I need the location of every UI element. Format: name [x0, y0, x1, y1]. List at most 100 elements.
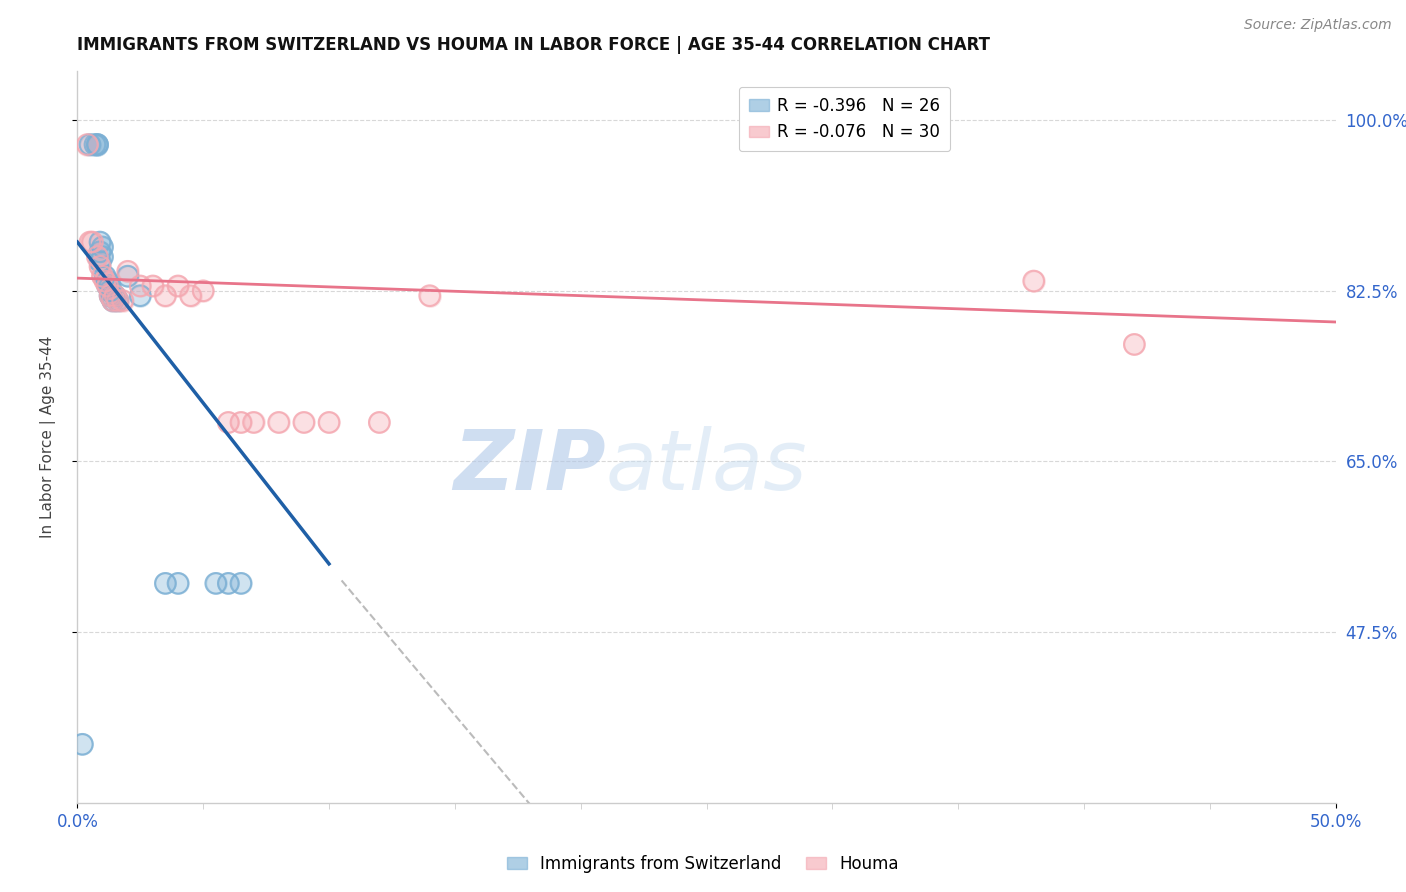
- Point: [155, 576, 177, 591]
- Point: [89, 244, 111, 259]
- Point: [98, 288, 121, 302]
- Point: [267, 416, 290, 430]
- Point: [79, 235, 101, 249]
- Point: [368, 416, 391, 430]
- Point: [84, 137, 107, 152]
- Point: [91, 269, 114, 284]
- Point: [91, 240, 114, 254]
- Point: [98, 288, 121, 302]
- Legend: Immigrants from Switzerland, Houma: Immigrants from Switzerland, Houma: [501, 848, 905, 880]
- Point: [129, 288, 152, 302]
- Point: [107, 293, 129, 308]
- Point: [86, 137, 108, 152]
- Point: [167, 279, 190, 293]
- Point: [76, 137, 98, 152]
- Point: [117, 264, 139, 278]
- Point: [82, 235, 104, 249]
- Point: [79, 235, 101, 249]
- Point: [96, 279, 118, 293]
- Point: [104, 288, 127, 302]
- Point: [104, 288, 127, 302]
- Point: [98, 279, 121, 293]
- Point: [94, 269, 117, 284]
- Point: [217, 576, 239, 591]
- Point: [91, 250, 114, 264]
- Point: [318, 416, 340, 430]
- Point: [79, 137, 101, 152]
- Point: [94, 274, 117, 288]
- Point: [155, 576, 177, 591]
- Point: [229, 576, 252, 591]
- Point: [129, 288, 152, 302]
- Point: [107, 293, 129, 308]
- Point: [86, 137, 108, 152]
- Point: [111, 293, 134, 308]
- Point: [89, 260, 111, 274]
- Point: [107, 293, 129, 308]
- Point: [318, 416, 340, 430]
- Point: [86, 137, 108, 152]
- Point: [101, 293, 124, 308]
- Point: [98, 284, 121, 298]
- Point: [267, 416, 290, 430]
- Point: [419, 288, 441, 302]
- Legend: R = -0.396   N = 26, R = -0.076   N = 30: R = -0.396 N = 26, R = -0.076 N = 30: [738, 87, 950, 152]
- Point: [76, 137, 98, 152]
- Point: [82, 235, 104, 249]
- Point: [89, 235, 111, 249]
- Point: [217, 576, 239, 591]
- Point: [204, 576, 226, 591]
- Point: [89, 254, 111, 268]
- Point: [96, 274, 118, 288]
- Point: [96, 274, 118, 288]
- Point: [94, 269, 117, 284]
- Point: [72, 737, 94, 751]
- Point: [419, 288, 441, 302]
- Text: IMMIGRANTS FROM SWITZERLAND VS HOUMA IN LABOR FORCE | AGE 35-44 CORRELATION CHAR: IMMIGRANTS FROM SWITZERLAND VS HOUMA IN …: [77, 36, 990, 54]
- Text: Source: ZipAtlas.com: Source: ZipAtlas.com: [1244, 18, 1392, 32]
- Point: [167, 576, 190, 591]
- Point: [91, 250, 114, 264]
- Point: [91, 269, 114, 284]
- Point: [204, 576, 226, 591]
- Point: [96, 279, 118, 293]
- Point: [104, 288, 127, 302]
- Point: [292, 416, 315, 430]
- Point: [91, 240, 114, 254]
- Y-axis label: In Labor Force | Age 35-44: In Labor Force | Age 35-44: [41, 336, 56, 538]
- Point: [72, 737, 94, 751]
- Point: [107, 293, 129, 308]
- Point: [89, 254, 111, 268]
- Point: [155, 288, 177, 302]
- Point: [217, 416, 239, 430]
- Point: [1022, 274, 1045, 288]
- Point: [86, 137, 108, 152]
- Point: [86, 250, 108, 264]
- Point: [167, 576, 190, 591]
- Point: [191, 284, 215, 298]
- Point: [1123, 337, 1146, 351]
- Point: [292, 416, 315, 430]
- Point: [217, 416, 239, 430]
- Point: [142, 279, 165, 293]
- Point: [180, 288, 202, 302]
- Point: [1123, 337, 1146, 351]
- Point: [167, 279, 190, 293]
- Point: [242, 416, 264, 430]
- Point: [104, 288, 127, 302]
- Point: [84, 137, 107, 152]
- Point: [129, 279, 152, 293]
- Point: [96, 279, 118, 293]
- Point: [98, 284, 121, 298]
- Point: [117, 264, 139, 278]
- Point: [129, 279, 152, 293]
- Point: [111, 293, 134, 308]
- Point: [1022, 274, 1045, 288]
- Point: [117, 269, 139, 284]
- Point: [180, 288, 202, 302]
- Point: [98, 279, 121, 293]
- Point: [155, 288, 177, 302]
- Point: [229, 416, 252, 430]
- Text: atlas: atlas: [606, 425, 807, 507]
- Point: [89, 244, 111, 259]
